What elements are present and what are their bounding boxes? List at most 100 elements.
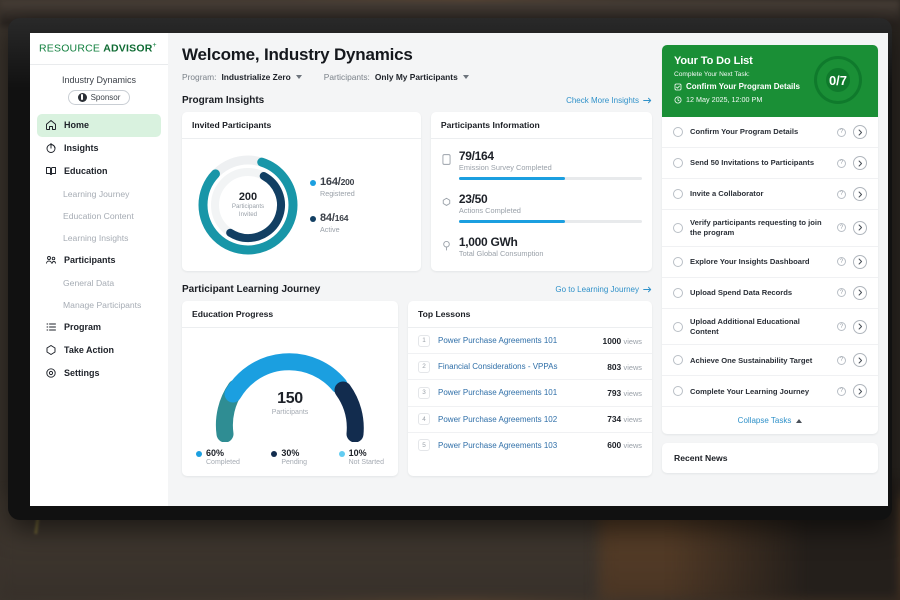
task-row[interactable]: Verify participants requesting to join t… — [662, 210, 878, 247]
task-checkbox[interactable] — [673, 158, 683, 168]
task-go-button[interactable] — [853, 353, 867, 368]
monitor-frame: RESOURCE ADVISOR+ Industry Dynamics Spon… — [8, 18, 892, 520]
legend-percent: 10% — [348, 448, 367, 458]
participants-filter-label: Participants: — [323, 72, 370, 82]
sidebar-item-education[interactable]: Education — [37, 160, 161, 183]
invited-participants-card: Invited Participants — [182, 112, 421, 271]
task-row[interactable]: Upload Additional Educational Content ? — [662, 309, 878, 346]
table-row[interactable]: 3 Power Purchase Agreements 101 793 view… — [408, 380, 652, 407]
info-value: 79/164 — [458, 149, 494, 163]
help-icon[interactable]: ? — [837, 223, 846, 233]
task-go-button[interactable] — [853, 187, 867, 201]
task-go-button[interactable] — [853, 220, 867, 235]
task-checkbox[interactable] — [673, 189, 683, 199]
task-label: Achieve One Sustainability Target — [690, 355, 813, 365]
help-icon[interactable]: ? — [837, 322, 846, 332]
sidebar-item-program[interactable]: Program — [37, 316, 161, 339]
app-logo[interactable]: RESOURCE ADVISOR+ — [30, 42, 168, 65]
sidebar-subitem-general-data[interactable]: General Data — [63, 277, 115, 288]
task-row[interactable]: Achieve One Sustainability Target ? — [662, 345, 878, 377]
learning-journey-cards: Education Progress 150 Parti — [182, 301, 652, 476]
task-row[interactable]: Complete Your Learning Journey ? — [662, 376, 878, 408]
help-icon[interactable]: ? — [837, 127, 846, 137]
sidebar-item-label: Program — [64, 322, 102, 332]
lesson-link[interactable]: Power Purchase Agreements 102 — [438, 414, 558, 424]
task-row[interactable]: Upload Spend Data Records ? — [662, 278, 878, 309]
donut-row: 200 Participants Invited — [192, 149, 411, 261]
task-label: Send 50 Invitations to Participants — [690, 158, 815, 168]
sidebar-item-participants[interactable]: Participants — [37, 249, 161, 272]
task-row[interactable]: Explore Your Insights Dashboard ? — [662, 247, 878, 278]
sidebar-item-insights[interactable]: Insights — [37, 137, 161, 160]
task-checkbox[interactable] — [673, 222, 683, 233]
check-more-insights-link[interactable]: Check More Insights — [566, 96, 652, 105]
table-row[interactable]: 4 Power Purchase Agreements 102 734 view… — [408, 407, 652, 433]
help-icon[interactable]: ? — [837, 386, 846, 396]
table-row[interactable]: 2 Financial Considerations - VPPAs 803 v… — [408, 354, 652, 381]
task-go-button[interactable] — [853, 125, 867, 139]
task-row[interactable]: Invite a Collaborator ? — [662, 179, 878, 210]
todo-subtitle: Complete Your Next Task: — [674, 71, 750, 78]
home-icon — [46, 120, 56, 130]
task-go-button[interactable] — [853, 254, 867, 269]
program-filter[interactable]: Program: Industrialize Zero — [182, 72, 302, 82]
help-icon[interactable]: ? — [837, 257, 846, 267]
task-checkbox[interactable] — [673, 127, 683, 137]
legend-label: Completed — [206, 459, 240, 466]
task-checkbox[interactable] — [673, 287, 683, 298]
sidebar-item-label: Participants — [64, 255, 116, 265]
sidebar-item-settings[interactable]: Settings — [37, 362, 161, 385]
help-icon[interactable]: ? — [837, 288, 846, 298]
info-label: Total Global Consumption — [458, 249, 544, 258]
help-icon[interactable]: ? — [837, 355, 846, 365]
program-filter-label: Program: — [182, 72, 217, 82]
lesson-link[interactable]: Power Purchase Agreements 103 — [438, 440, 558, 450]
collapse-tasks-button[interactable]: Collapse Tasks — [662, 407, 878, 434]
help-icon[interactable]: ? — [837, 158, 846, 168]
task-go-button[interactable] — [853, 156, 867, 170]
task-row[interactable]: Send 50 Invitations to Participants ? — [662, 148, 878, 179]
sidebar-item-label: Home — [64, 120, 90, 130]
sidebar-item-home[interactable]: Home — [37, 113, 161, 137]
sidebar-item-take-action[interactable]: Take Action — [37, 339, 161, 362]
list-icon — [46, 323, 56, 331]
education-progress-legend: 60% Completed 30% Pending — [190, 442, 390, 468]
table-row[interactable]: 1 Power Purchase Agreements 101 1000 vie… — [408, 328, 652, 355]
row-rank: 2 — [418, 360, 430, 373]
recent-news-card: Recent News — [662, 443, 878, 474]
task-checkbox[interactable] — [673, 355, 683, 366]
task-go-button[interactable] — [853, 319, 867, 334]
info-row-consumption: 1,000 GWh Total Global Consumption — [441, 235, 642, 258]
sidebar-subitem-learning-insights[interactable]: Learning Insights — [63, 232, 129, 243]
lesson-link[interactable]: Power Purchase Agreements 101 — [438, 388, 558, 398]
sidebar-subitem-learning-journey[interactable]: Learning Journey — [63, 188, 130, 199]
next-task-label: Confirm Your Program Details — [686, 82, 800, 91]
lesson-link[interactable]: Financial Considerations - VPPAs — [438, 362, 558, 372]
program-insights-header: Program Insights Check More Insights — [182, 95, 652, 106]
go-to-learning-journey-link[interactable]: Go to Learning Journey — [555, 285, 652, 294]
donut-inner-active — [211, 168, 285, 242]
help-icon[interactable]: ? — [837, 189, 846, 199]
donut-outer-registered — [198, 155, 298, 255]
views-count: 1000 views — [602, 335, 642, 346]
chevron-down-icon — [295, 75, 302, 79]
task-checkbox[interactable] — [673, 386, 683, 397]
task-row[interactable]: Confirm Your Program Details ? — [662, 117, 878, 148]
lesson-link[interactable]: Power Purchase Agreements 101 — [438, 336, 558, 346]
sidebar-subitem-education-content[interactable]: Education Content — [63, 210, 134, 221]
todo-counter: 0/7 — [828, 72, 848, 88]
sponsor-badge[interactable]: Sponsor — [67, 89, 131, 105]
right-column: Your To Do List Complete Your Next Task:… — [662, 45, 878, 506]
sidebar-subitem-manage-participants[interactable]: Manage Participants — [63, 299, 142, 310]
donut-svg — [198, 155, 298, 255]
task-checkbox[interactable] — [673, 256, 683, 267]
section-title: Program Insights — [182, 95, 265, 106]
page-title: Welcome, Industry Dynamics — [182, 45, 413, 64]
table-row[interactable]: 5 Power Purchase Agreements 103 600 view… — [408, 433, 652, 458]
task-go-button[interactable] — [853, 285, 867, 300]
task-go-button[interactable] — [853, 384, 867, 399]
due-label: 12 May 2025, 12:00 PM — [686, 95, 763, 104]
task-checkbox[interactable] — [673, 321, 683, 332]
participants-filter[interactable]: Participants: Only My Participants — [324, 72, 469, 82]
sidebar-item-label: Take Action — [64, 345, 115, 355]
